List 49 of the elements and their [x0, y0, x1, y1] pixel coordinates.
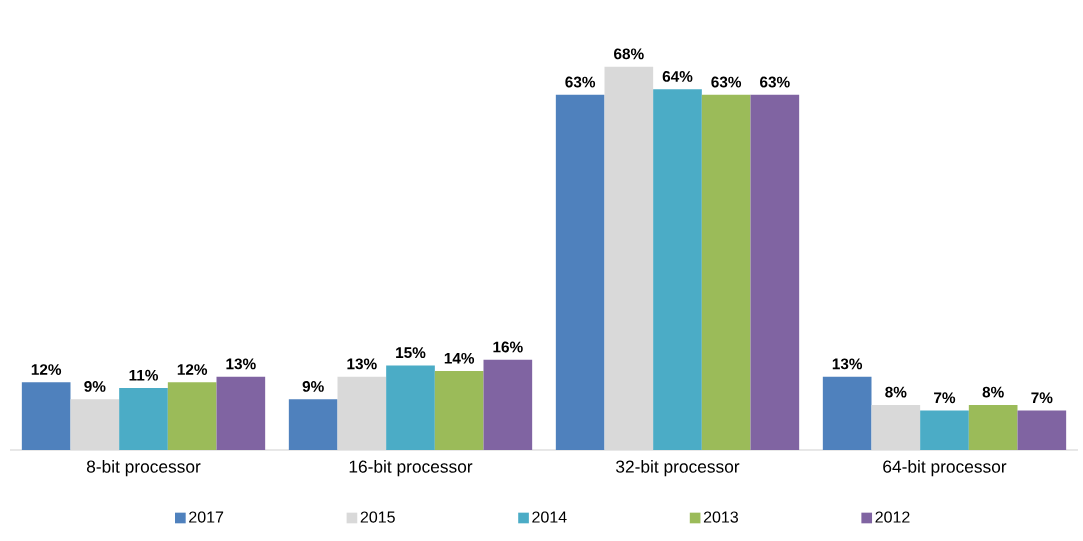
x-tick-label: 8-bit processor: [86, 460, 201, 477]
x-tick-label: 64-bit processor: [883, 460, 1007, 477]
bar: [483, 359, 533, 450]
bar: [750, 94, 800, 450]
bar: [386, 365, 435, 450]
x-tick-label: 32-bit processor: [616, 460, 740, 477]
data-label: 13%: [226, 358, 256, 370]
data-label: 13%: [832, 358, 863, 370]
bar: [604, 66, 654, 450]
bar: [871, 404, 921, 450]
bar: [555, 94, 605, 450]
data-label: 12%: [177, 364, 208, 375]
bar: [288, 399, 338, 450]
data-label: 12%: [31, 364, 62, 375]
legend-label: 2014: [532, 511, 567, 523]
data-label: 63%: [565, 76, 596, 88]
data-label: 8%: [982, 386, 1004, 398]
bar: [70, 399, 120, 450]
bar: [167, 382, 217, 450]
bar: [653, 89, 702, 450]
legend-label: 2017: [189, 511, 224, 523]
bar: [216, 376, 266, 450]
bar: [1017, 410, 1067, 450]
data-label: 15%: [396, 347, 426, 359]
data-label: 14%: [444, 352, 475, 364]
data-label: 63%: [711, 76, 742, 88]
data-label: 64%: [662, 70, 693, 82]
data-label: 16%: [493, 341, 523, 353]
bar: [701, 94, 751, 450]
data-label: 11%: [129, 369, 159, 381]
data-label: 13%: [347, 358, 377, 370]
data-label: 68%: [614, 48, 644, 60]
data-label: 63%: [760, 76, 790, 88]
bar: [968, 404, 1018, 450]
data-label: 9%: [302, 381, 324, 392]
legend-label: 2015: [360, 511, 395, 523]
data-label: 7%: [1031, 392, 1053, 404]
bar: [337, 376, 387, 450]
bar: [434, 371, 484, 450]
bar: [920, 410, 969, 450]
data-label: 9%: [84, 381, 106, 392]
bar: [21, 382, 71, 450]
bar: [119, 387, 168, 450]
legend-label: 2013: [703, 511, 739, 523]
x-tick-label: 16-bit processor: [349, 460, 473, 477]
legend-label: 2012: [875, 511, 910, 523]
data-label: 8%: [885, 386, 907, 398]
data-label: 7%: [934, 392, 956, 404]
bar: [822, 376, 872, 450]
